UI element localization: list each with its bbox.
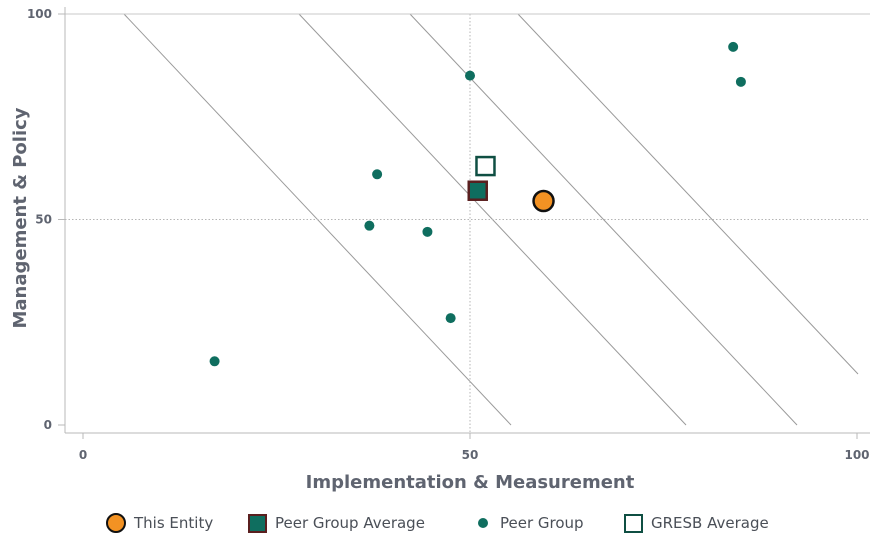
gresb-average-marker-icon xyxy=(624,513,643,533)
legend-item-gresb-average: GRESB Average xyxy=(624,508,769,538)
peer-group-point xyxy=(735,76,746,87)
legend-item-peer-group: Peer Group xyxy=(474,508,584,538)
y-tick-label: 100 xyxy=(27,7,52,21)
peer-group-marker-icon xyxy=(478,518,488,528)
legend-label: This Entity xyxy=(134,514,214,532)
data-points xyxy=(209,41,746,367)
diagonal-band-line xyxy=(517,13,859,375)
x-tick-label: 0 xyxy=(79,448,87,462)
reference-lines xyxy=(65,14,870,433)
legend-label: GRESB Average xyxy=(651,514,769,532)
legend: This Entity Peer Group Average Peer Grou… xyxy=(0,508,870,538)
y-axis-title: Management & Policy xyxy=(10,107,31,328)
peer-group-point xyxy=(209,356,220,367)
gresb-average-point xyxy=(475,155,496,177)
peer-group-point xyxy=(364,220,375,231)
tick-labels: 0 50 100 0 50 100 xyxy=(27,7,870,462)
peer-group-point xyxy=(372,169,383,180)
legend-label: Peer Group xyxy=(500,514,584,532)
x-tick-label: 100 xyxy=(844,448,869,462)
diagonal-band-line xyxy=(409,13,798,426)
x-axis-title: Implementation & Measurement xyxy=(306,472,635,493)
axes xyxy=(58,7,870,439)
this-entity-marker-icon xyxy=(106,513,126,533)
peer-group-point xyxy=(465,70,475,81)
peer-group-point xyxy=(422,226,433,237)
legend-item-peer-group-average: Peer Group Average xyxy=(248,508,425,538)
y-tick-label: 50 xyxy=(35,213,52,227)
peer-group-average-marker-icon xyxy=(248,513,267,533)
legend-label: Peer Group Average xyxy=(275,514,425,532)
y-tick-label: 0 xyxy=(44,418,52,432)
x-tick-label: 50 xyxy=(462,448,479,462)
legend-item-this-entity: This Entity xyxy=(106,508,213,538)
this-entity-point xyxy=(532,189,555,213)
peer-group-point xyxy=(728,41,739,52)
peer-group-point xyxy=(445,313,456,324)
peer-group-average-point xyxy=(467,180,488,201)
